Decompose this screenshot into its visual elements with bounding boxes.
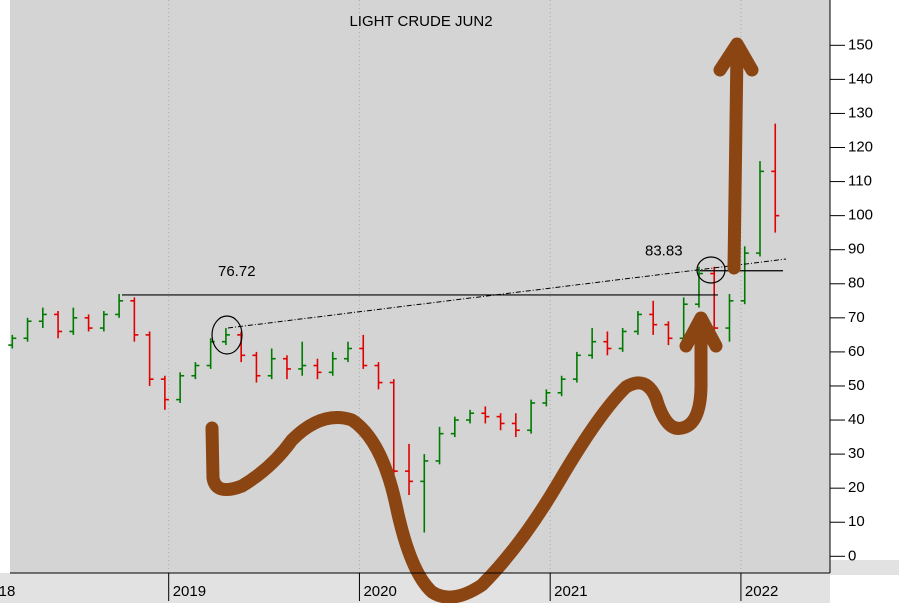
chart: 76.72 83.83 0 10 20 30 40 50 60 70 80 90 100 110 120 1…	[0, 0, 899, 603]
y-tick-label: 80	[848, 275, 865, 292]
y-tick-label: 120	[848, 138, 873, 155]
chart-title: LIGHT CRUDE JUN2	[349, 13, 492, 30]
y-tick-label: 40	[848, 411, 865, 428]
level-label: 83.83	[645, 243, 683, 260]
y-tick-label: 50	[848, 377, 865, 394]
y-tick-label: 60	[848, 343, 865, 360]
x-tick-label: 2018	[0, 583, 15, 600]
y-tick-label: 20	[848, 479, 865, 496]
x-tick-label: 2021	[554, 583, 587, 600]
arrow-shaft	[734, 50, 737, 268]
y-tick-label: 150	[848, 36, 873, 53]
x-tick-label: 2022	[745, 583, 778, 600]
plot-area	[10, 0, 830, 573]
y-tick-label: 10	[848, 513, 865, 530]
y-tick-label: 30	[848, 445, 865, 462]
y-tick-label: 140	[848, 70, 873, 87]
y-tick-label: 110	[848, 173, 872, 190]
level-label: 76.72	[218, 263, 256, 280]
y-tick-label: 0	[848, 547, 856, 564]
x-tick-label: 2020	[363, 583, 396, 600]
x-tick-label: 2019	[173, 583, 206, 600]
y-tick-label: 100	[848, 207, 873, 224]
y-tick-label: 70	[848, 309, 865, 326]
corner-band	[830, 560, 899, 575]
y-tick-label: 90	[848, 241, 865, 258]
y-tick-label: 130	[848, 104, 873, 121]
